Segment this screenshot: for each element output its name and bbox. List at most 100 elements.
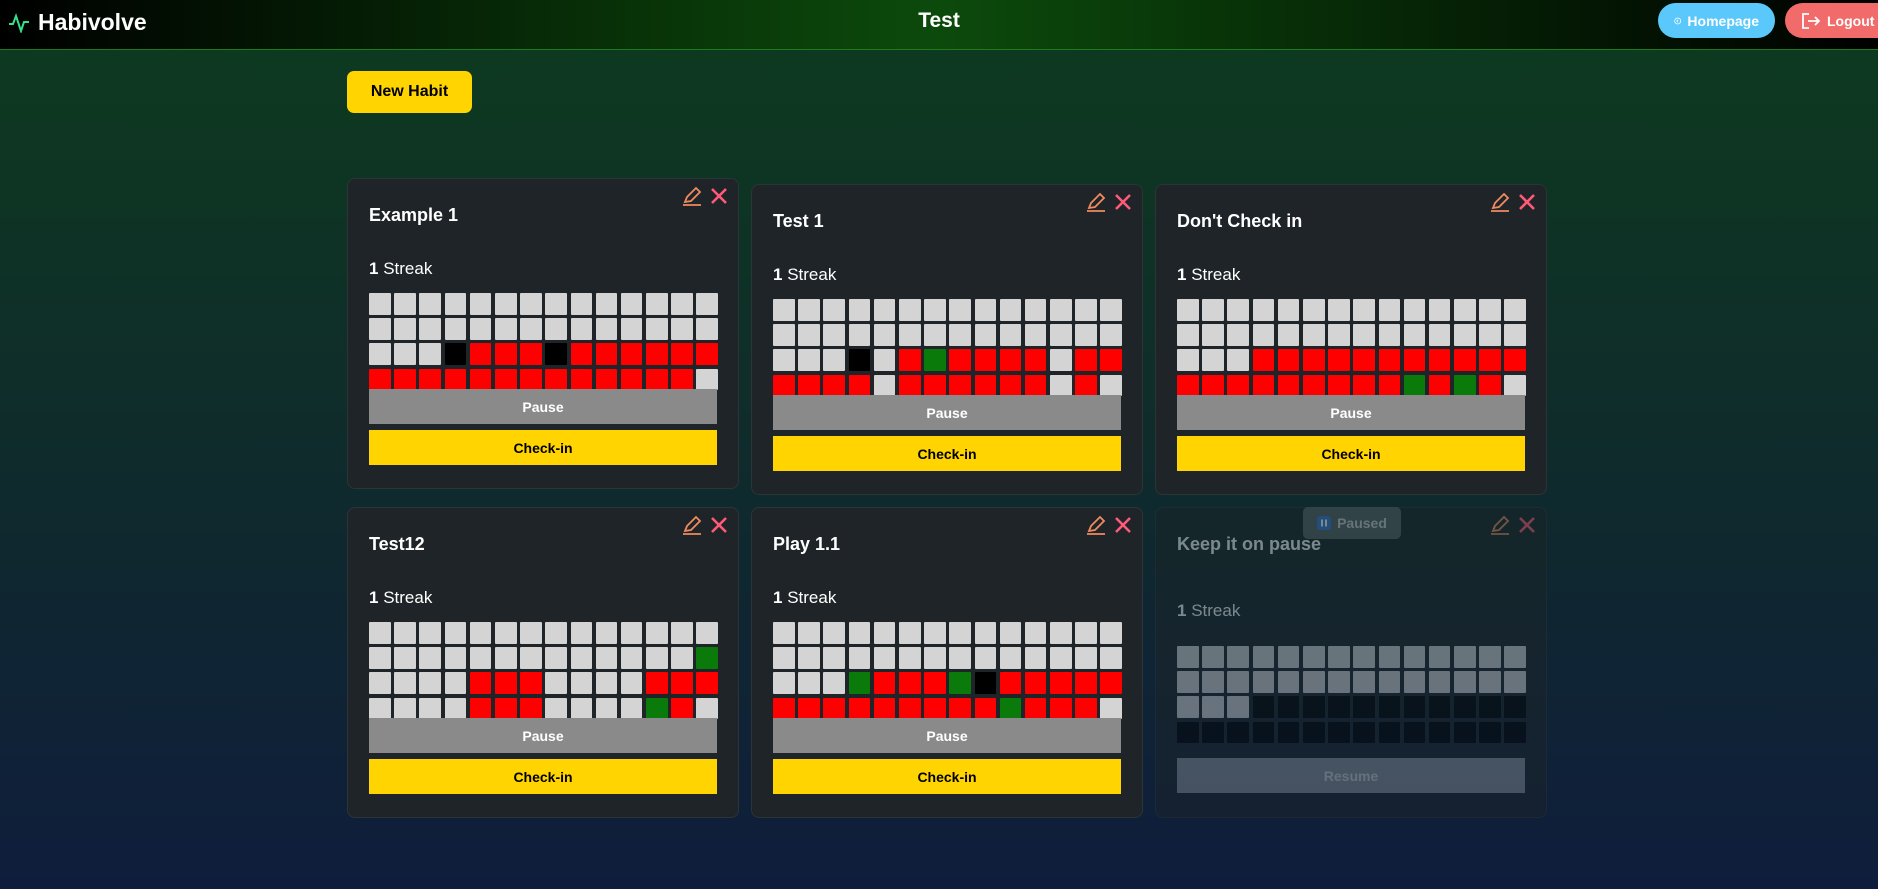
day-cell — [773, 697, 795, 720]
day-cell — [595, 647, 618, 669]
day-cell — [369, 647, 391, 669]
day-cell — [1328, 721, 1350, 744]
day-cell — [419, 647, 441, 669]
day-cell — [671, 368, 693, 391]
delete-icon[interactable] — [1112, 191, 1134, 213]
day-cell — [1428, 671, 1451, 693]
day-cell — [1252, 324, 1275, 346]
day-cell — [848, 349, 871, 371]
action-button[interactable]: Pause — [1177, 395, 1525, 430]
day-cell — [898, 697, 921, 720]
day-cell — [696, 343, 719, 365]
day-cell — [1428, 324, 1451, 346]
day-cell — [1177, 374, 1199, 397]
action-button[interactable]: Check-in — [1177, 436, 1525, 471]
action-button[interactable]: Pause — [773, 395, 1121, 430]
action-button[interactable]: Resume — [1177, 758, 1525, 793]
day-cell — [1177, 324, 1199, 346]
day-cell — [1403, 696, 1426, 718]
day-cell — [823, 374, 845, 397]
brand-name: Habivolve — [38, 9, 147, 35]
day-cell — [620, 368, 643, 391]
brand[interactable]: Habivolve — [8, 9, 147, 36]
day-cell — [1050, 374, 1072, 397]
delete-icon[interactable] — [1516, 514, 1538, 536]
day-cell — [949, 622, 971, 644]
homepage-button[interactable]: Homepage — [1658, 3, 1775, 38]
day-cell — [671, 318, 693, 340]
action-button[interactable]: Check-in — [773, 436, 1121, 471]
day-cell — [1504, 349, 1527, 371]
day-cell — [419, 318, 441, 340]
delete-icon[interactable] — [1516, 191, 1538, 213]
day-cell — [1075, 647, 1097, 669]
day-cell — [671, 343, 693, 365]
day-grid — [1177, 646, 1527, 744]
day-cell — [1403, 324, 1426, 346]
edit-icon[interactable] — [681, 514, 703, 536]
day-cell — [1479, 671, 1501, 693]
day-cell — [1403, 349, 1426, 371]
new-habit-button[interactable]: New Habit — [347, 71, 472, 113]
action-button[interactable]: Pause — [773, 718, 1121, 753]
day-cell — [924, 672, 946, 694]
brand-icon — [9, 12, 29, 33]
action-button[interactable]: Pause — [369, 718, 717, 753]
day-grid — [773, 299, 1123, 397]
day-cell — [999, 697, 1022, 720]
edit-icon[interactable] — [1489, 191, 1511, 213]
day-cell — [1428, 696, 1451, 718]
action-button[interactable]: Check-in — [369, 430, 717, 465]
day-cell — [898, 374, 921, 397]
day-cell — [1024, 672, 1047, 694]
day-cell — [545, 647, 567, 669]
day-cell — [1252, 696, 1275, 718]
delete-icon[interactable] — [1112, 514, 1134, 536]
day-cell — [369, 343, 391, 365]
day-cell — [369, 293, 391, 315]
day-cell — [823, 299, 845, 321]
edit-icon[interactable] — [1085, 514, 1107, 536]
day-cell — [1328, 671, 1350, 693]
edit-icon[interactable] — [681, 185, 703, 207]
day-cell — [1302, 374, 1325, 397]
day-cell — [696, 622, 719, 644]
action-button[interactable]: Check-in — [369, 759, 717, 794]
day-cell — [369, 622, 391, 644]
day-cell — [1454, 721, 1476, 744]
day-cell — [394, 343, 416, 365]
day-cell — [545, 368, 567, 391]
day-cell — [1100, 697, 1123, 720]
day-cell — [469, 697, 492, 720]
day-cell — [1328, 696, 1350, 718]
day-cell — [1504, 721, 1527, 744]
day-cell — [620, 647, 643, 669]
day-cell — [1428, 646, 1451, 668]
day-cell — [520, 368, 542, 391]
day-cell — [469, 647, 492, 669]
delete-icon[interactable] — [708, 514, 730, 536]
day-cell — [848, 324, 871, 346]
day-cell — [1252, 299, 1275, 321]
edit-icon[interactable] — [1489, 514, 1511, 536]
day-cell — [873, 672, 896, 694]
day-cell — [823, 324, 845, 346]
logout-button[interactable]: Logout — [1785, 3, 1878, 38]
day-cell — [394, 318, 416, 340]
day-cell — [545, 318, 567, 340]
streak-count: 1 — [369, 588, 379, 607]
day-cell — [1202, 374, 1224, 397]
day-cell — [419, 672, 441, 694]
day-cell — [696, 293, 719, 315]
edit-icon[interactable] — [1085, 191, 1107, 213]
day-grid — [1177, 299, 1527, 397]
day-cell — [696, 647, 719, 669]
delete-icon[interactable] — [708, 185, 730, 207]
action-button[interactable]: Pause — [369, 389, 717, 424]
page-title: Test — [918, 9, 960, 32]
action-button[interactable]: Check-in — [773, 759, 1121, 794]
day-cell — [1227, 646, 1249, 668]
habit-card: Example 1 1 Streak Pause Check-in — [347, 178, 739, 489]
day-cell — [1050, 622, 1072, 644]
day-cell — [1454, 696, 1476, 718]
